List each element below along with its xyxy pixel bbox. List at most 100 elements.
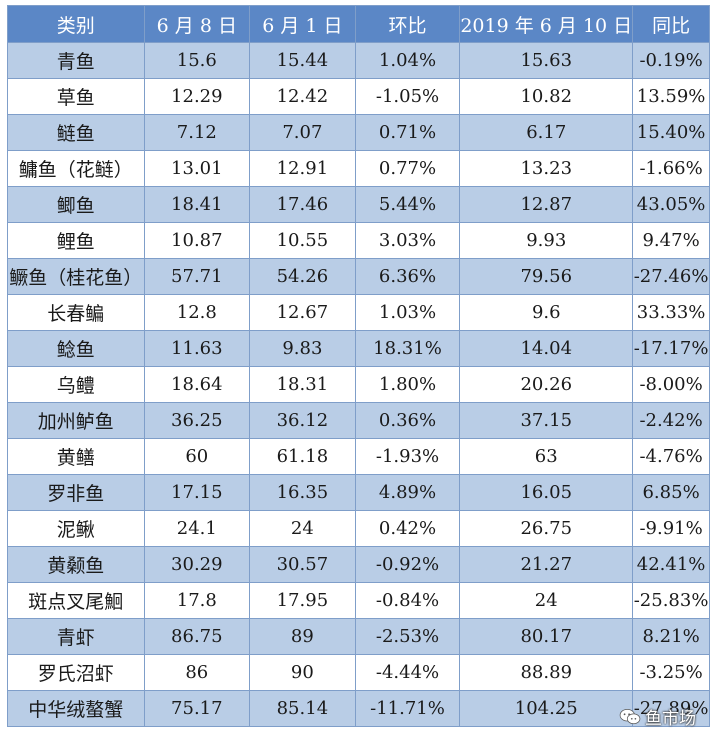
cell-price-jun-1: 7.07 <box>249 114 356 151</box>
cell-price-jun-1: 61.18 <box>249 438 356 475</box>
table-row: 长春鳊 12.8 12.67 1.03% 9.6 33.33% <box>7 294 710 331</box>
cell-week-change: -4.44% <box>354 654 461 691</box>
cell-price-jun-1: 89 <box>249 618 356 655</box>
table-row: 乌鳢 18.64 18.31 1.80% 20.26 -8.00% <box>7 366 710 403</box>
cell-week-change: 1.80% <box>354 366 461 403</box>
cell-week-change: -1.05% <box>354 78 461 115</box>
cell-year-change: -8.00% <box>632 366 710 403</box>
cell-price-jun-1: 12.67 <box>249 294 356 331</box>
cell-price-jun-1: 9.83 <box>249 330 356 367</box>
cell-week-change: -11.71% <box>354 690 461 727</box>
cell-category: 青虾 <box>7 618 145 655</box>
cell-price-jun-1: 17.95 <box>249 582 356 619</box>
cell-week-change: 1.03% <box>354 294 461 331</box>
cell-year-change: 43.05% <box>632 186 710 223</box>
cell-price-jun-1: 90 <box>249 654 356 691</box>
cell-category: 鳙鱼（花鲢） <box>7 150 145 187</box>
cell-price-2019-jun-10: 104.25 <box>459 690 634 727</box>
table-row: 鲤鱼 10.87 10.55 3.03% 9.93 9.47% <box>7 222 710 259</box>
watermark-text: 鱼市场 <box>645 709 696 729</box>
cell-price-jun-8: 11.63 <box>143 330 251 367</box>
cell-price-jun-8: 13.01 <box>143 150 251 187</box>
cell-year-change: -9.91% <box>632 510 710 547</box>
cell-category: 乌鳢 <box>7 366 145 403</box>
header-jun-8: 6 月 8 日 <box>143 5 251 43</box>
cell-category: 斑点叉尾鮰 <box>7 582 145 619</box>
cell-category: 鳜鱼（桂花鱼） <box>7 258 145 295</box>
cell-week-change: 18.31% <box>354 330 461 367</box>
cell-price-2019-jun-10: 15.63 <box>459 42 634 79</box>
cell-price-jun-8: 18.64 <box>143 366 251 403</box>
cell-price-jun-8: 10.87 <box>143 222 251 259</box>
cell-price-jun-8: 12.8 <box>143 294 251 331</box>
cell-week-change: 3.03% <box>354 222 461 259</box>
cell-year-change: 9.47% <box>632 222 710 259</box>
cell-price-2019-jun-10: 24 <box>459 582 634 619</box>
cell-price-2019-jun-10: 79.56 <box>459 258 634 295</box>
cell-year-change: -0.19% <box>632 42 710 79</box>
price-table: 类别 6 月 8 日 6 月 1 日 环比 2019 年 6 月 10 日 同比… <box>7 5 710 727</box>
cell-category: 加州鲈鱼 <box>7 402 145 439</box>
cell-price-2019-jun-10: 9.93 <box>459 222 634 259</box>
cell-price-jun-1: 17.46 <box>249 186 356 223</box>
cell-price-2019-jun-10: 88.89 <box>459 654 634 691</box>
cell-category: 鲢鱼 <box>7 114 145 151</box>
cell-price-jun-1: 54.26 <box>249 258 356 295</box>
cell-price-jun-8: 24.1 <box>143 510 251 547</box>
table-body: 青鱼 15.6 15.44 1.04% 15.63 -0.19% 草鱼 12.29 12.42-… <box>7 42 710 727</box>
cell-week-change: 0.42% <box>354 510 461 547</box>
cell-year-change: -27.46% <box>632 258 710 295</box>
cell-category: 鲶鱼 <box>7 330 145 367</box>
table-row: 泥鳅 24.1 24 0.42% 26.75 -9.91% <box>7 510 710 547</box>
cell-price-jun-8: 86 <box>143 654 251 691</box>
cell-price-2019-jun-10: 9.6 <box>459 294 634 331</box>
table-row: 青虾 86.75 89 -2.53% 80.17 8.21% <box>7 618 710 655</box>
cell-price-jun-1: 10.55 <box>249 222 356 259</box>
cell-week-change: 5.44% <box>354 186 461 223</box>
cell-price-jun-8: 15.6 <box>143 42 251 79</box>
cell-week-change: -1.93% <box>354 438 461 475</box>
cell-category: 罗非鱼 <box>7 474 145 511</box>
table-row: 青鱼 15.6 15.44 1.04% 15.63 -0.19% <box>7 42 710 79</box>
cell-category: 泥鳅 <box>7 510 145 547</box>
cell-price-jun-8: 17.8 <box>143 582 251 619</box>
table-row: 加州鲈鱼 36.25 36.12 0.36% 37.15 -2.42% <box>7 402 710 439</box>
cell-price-2019-jun-10: 6.17 <box>459 114 634 151</box>
cell-year-change: 15.40% <box>632 114 710 151</box>
cell-price-2019-jun-10: 10.82 <box>459 78 634 115</box>
header-category: 类别 <box>7 5 145 43</box>
cell-year-change: -3.25% <box>632 654 710 691</box>
table-row: 鲢鱼 7.12 7.07 0.71% 6.17 15.40% <box>7 114 710 151</box>
cell-price-jun-8: 17.15 <box>143 474 251 511</box>
cell-year-change: 8.21% <box>632 618 710 655</box>
cell-price-2019-jun-10: 37.15 <box>459 402 634 439</box>
cell-price-jun-8: 36.25 <box>143 402 251 439</box>
price-table-container: 类别 6 月 8 日 6 月 1 日 环比 2019 年 6 月 10 日 同比… <box>7 5 710 727</box>
cell-category: 鲫鱼 <box>7 186 145 223</box>
cell-week-change: 1.04% <box>354 42 461 79</box>
cell-category: 草鱼 <box>7 78 145 115</box>
table-row: 斑点叉尾鮰 17.8 17.95 -0.84% 24 -25.83% <box>7 582 710 619</box>
cell-price-2019-jun-10: 13.23 <box>459 150 634 187</box>
cell-year-change: -25.83% <box>632 582 710 619</box>
cell-year-change: 13.59% <box>632 78 710 115</box>
table-row: 罗非鱼 17.15 16.35 4.89% 16.05 6.85% <box>7 474 710 511</box>
header-jun-1: 6 月 1 日 <box>249 5 356 43</box>
cell-price-2019-jun-10: 80.17 <box>459 618 634 655</box>
cell-price-jun-1: 15.44 <box>249 42 356 79</box>
cell-year-change: 6.85% <box>632 474 710 511</box>
cell-year-change: 42.41% <box>632 546 710 583</box>
cell-week-change: -2.53% <box>354 618 461 655</box>
cell-price-2019-jun-10: 63 <box>459 438 634 475</box>
header-row: 类别 6 月 8 日 6 月 1 日 环比 2019 年 6 月 10 日 同比 <box>7 5 710 43</box>
cell-price-jun-8: 60 <box>143 438 251 475</box>
table-row: 鲫鱼 18.41 17.46 5.44% 12.87 43.05% <box>7 186 710 223</box>
cell-week-change: 4.89% <box>354 474 461 511</box>
cell-category: 黄鳝 <box>7 438 145 475</box>
table-row: 罗氏沼虾 86 90 -4.44% 88.89 -3.25% <box>7 654 710 691</box>
table-row: 黄颡鱼 30.29 30.57 -0.92% 21.27 42.41% <box>7 546 710 583</box>
cell-price-jun-8: 57.71 <box>143 258 251 295</box>
cell-price-jun-1: 18.31 <box>249 366 356 403</box>
cell-category: 鲤鱼 <box>7 222 145 259</box>
cell-price-jun-8: 18.41 <box>143 186 251 223</box>
